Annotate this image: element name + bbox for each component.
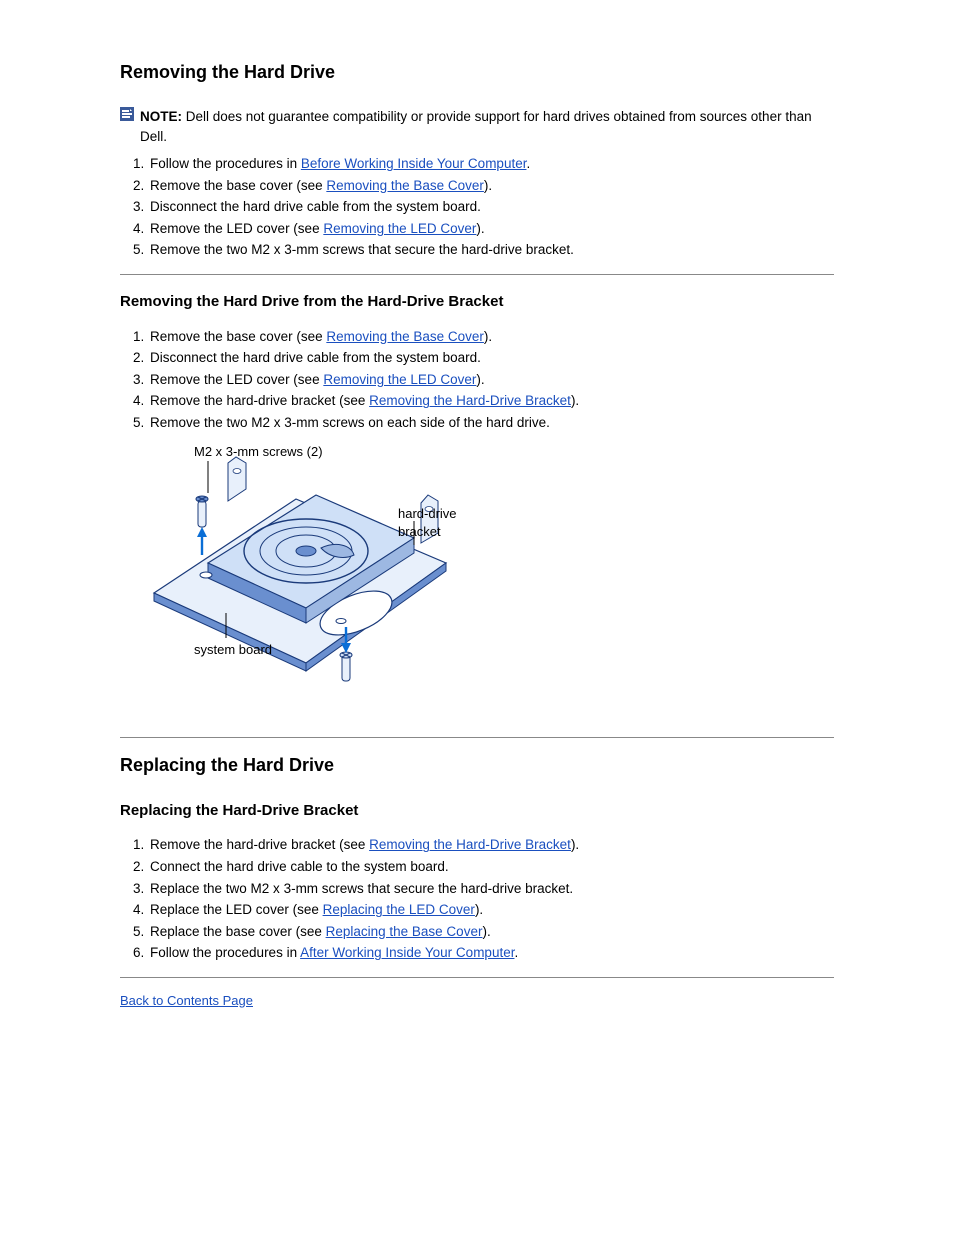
divider — [120, 274, 834, 275]
link-replacing-base-cover[interactable]: Replacing the Base Cover — [326, 924, 483, 939]
step-item: Connect the hard drive cable to the syst… — [148, 857, 834, 877]
link-removing-hd-bracket[interactable]: Removing the Hard-Drive Bracket — [369, 837, 571, 852]
note-icon — [120, 107, 134, 121]
step-text: ). — [476, 372, 484, 387]
step-text: Remove the base cover (see — [150, 178, 326, 193]
step-item: Remove the LED cover (see Removing the L… — [148, 370, 834, 390]
step-text: ). — [482, 924, 490, 939]
step-text: Connect the hard drive cable to the syst… — [150, 859, 449, 874]
note-row: NOTE: Dell does not guarantee compatibil… — [120, 107, 834, 146]
step-text: ). — [484, 329, 492, 344]
step-text: Remove the two M2 x 3-mm screws that sec… — [150, 242, 574, 257]
step-text: Replace the LED cover (see — [150, 902, 323, 917]
step-item: Follow the procedures in Before Working … — [148, 154, 834, 174]
step-item: Remove the two M2 x 3-mm screws on each … — [148, 413, 834, 433]
step-text: Disconnect the hard drive cable from the… — [150, 350, 481, 365]
link-removing-led-cover[interactable]: Removing the LED Cover — [323, 221, 476, 236]
step-text: ). — [571, 837, 579, 852]
step-text: Disconnect the hard drive cable from the… — [150, 199, 481, 214]
step-text: Follow the procedures in — [150, 945, 300, 960]
callout-board: system board — [194, 641, 272, 660]
step-text: Replace the base cover (see — [150, 924, 326, 939]
step-text: ). — [475, 902, 483, 917]
step-text: Replace the two M2 x 3-mm screws that se… — [150, 881, 573, 896]
callout-bracket: hard-drive bracket — [398, 505, 496, 543]
step-text: Remove the hard-drive bracket (see — [150, 837, 369, 852]
note-label: NOTE: — [140, 109, 182, 124]
step-item: Remove the hard-drive bracket (see Remov… — [148, 835, 834, 855]
note-text: NOTE: Dell does not guarantee compatibil… — [140, 107, 834, 146]
steps-removing-hd: Follow the procedures in Before Working … — [120, 154, 834, 260]
link-removing-base-cover[interactable]: Removing the Base Cover — [326, 178, 484, 193]
divider — [120, 737, 834, 738]
step-text: . — [514, 945, 518, 960]
figure-svg — [136, 443, 466, 703]
callout-screws: M2 x 3-mm screws (2) — [194, 443, 323, 462]
step-item: Remove the LED cover (see Removing the L… — [148, 219, 834, 239]
step-text: ). — [476, 221, 484, 236]
step-item: Disconnect the hard drive cable from the… — [148, 348, 834, 368]
page-container: Removing the Hard Drive NOTE: Dell does … — [0, 0, 954, 1071]
step-text: Remove the two M2 x 3-mm screws on each … — [150, 415, 550, 430]
section-title-removing-hd: Removing the Hard Drive — [120, 59, 834, 85]
step-item: Follow the procedures in After Working I… — [148, 943, 834, 963]
step-item: Remove the hard-drive bracket (see Remov… — [148, 391, 834, 411]
step-text: ). — [571, 393, 579, 408]
step-item: Remove the two M2 x 3-mm screws that sec… — [148, 240, 834, 260]
subsection-title-replacing-bracket: Replacing the Hard-Drive Bracket — [120, 800, 834, 822]
link-back-to-contents[interactable]: Back to Contents Page — [120, 993, 253, 1008]
step-item: Replace the two M2 x 3-mm screws that se… — [148, 879, 834, 899]
step-item: Disconnect the hard drive cable from the… — [148, 197, 834, 217]
link-removing-hd-bracket[interactable]: Removing the Hard-Drive Bracket — [369, 393, 571, 408]
link-after-working[interactable]: After Working Inside Your Computer — [300, 945, 514, 960]
divider — [120, 977, 834, 978]
step-text: Follow the procedures in — [150, 156, 301, 171]
step-item: Replace the base cover (see Replacing th… — [148, 922, 834, 942]
note-body: Dell does not guarantee compatibility or… — [140, 109, 812, 144]
link-removing-base-cover[interactable]: Removing the Base Cover — [326, 329, 484, 344]
step-text: . — [526, 156, 530, 171]
step-item: Remove the base cover (see Removing the … — [148, 176, 834, 196]
section-title-replacing-hd: Replacing the Hard Drive — [120, 752, 834, 778]
back-link-row: Back to Contents Page — [120, 992, 834, 1011]
steps-replacing-bracket: Remove the hard-drive bracket (see Remov… — [120, 835, 834, 962]
steps-removing-from-bracket: Remove the base cover (see Removing the … — [120, 327, 834, 433]
step-text: Remove the LED cover (see — [150, 372, 323, 387]
step-item: Replace the LED cover (see Replacing the… — [148, 900, 834, 920]
link-removing-led-cover[interactable]: Removing the LED Cover — [323, 372, 476, 387]
step-text: Remove the hard-drive bracket (see — [150, 393, 369, 408]
step-text: Remove the base cover (see — [150, 329, 326, 344]
link-replacing-led-cover[interactable]: Replacing the LED Cover — [323, 902, 475, 917]
subsection-title-removing-from-bracket: Removing the Hard Drive from the Hard-Dr… — [120, 291, 834, 313]
step-text: ). — [484, 178, 492, 193]
link-before-working[interactable]: Before Working Inside Your Computer — [301, 156, 527, 171]
step-text: Remove the LED cover (see — [150, 221, 323, 236]
step-item: Remove the base cover (see Removing the … — [148, 327, 834, 347]
figure-hd-bracket: M2 x 3-mm screws (2) hard-drive bracket … — [136, 443, 496, 723]
